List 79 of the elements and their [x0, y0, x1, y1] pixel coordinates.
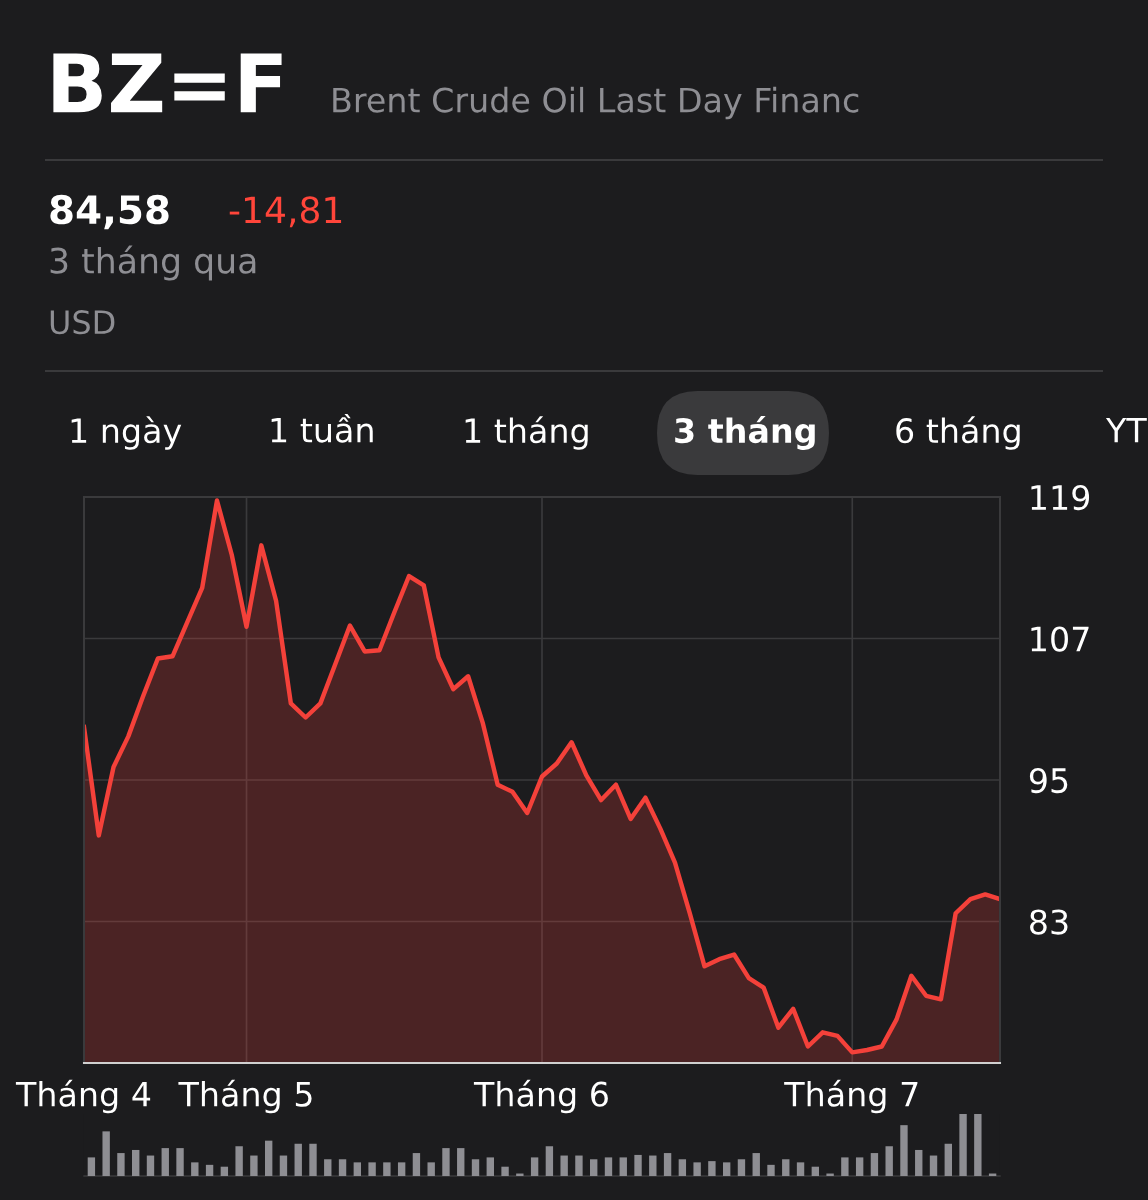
bar: [427, 1162, 435, 1176]
text: 6 tháng: [896, 416, 1020, 450]
bar: [205, 1164, 214, 1176]
bar: [191, 1162, 199, 1176]
bar: [619, 1157, 627, 1176]
chart-subtitle: Brent Crude Oil Last Day Financ: [333, 86, 859, 120]
bar: [796, 1162, 805, 1176]
bar: [117, 1153, 125, 1176]
bar: [220, 1166, 229, 1176]
text: 1 ngày: [71, 416, 182, 450]
bar: [368, 1162, 376, 1176]
bar: [722, 1162, 731, 1176]
y-tick-label: 107: [1031, 626, 1089, 652]
bar: [915, 1149, 923, 1176]
bar: [545, 1146, 554, 1176]
text: -14,81: [229, 196, 342, 228]
bar: [501, 1166, 509, 1176]
x-tick-label: Tháng 4: [15, 1079, 151, 1114]
bar: [885, 1146, 893, 1176]
text: 84,58: [50, 194, 169, 230]
bar: [353, 1162, 362, 1176]
bar: [663, 1153, 672, 1176]
bar: [457, 1148, 465, 1176]
bar: [693, 1162, 701, 1176]
bar: [309, 1143, 317, 1176]
bar: [486, 1157, 494, 1176]
text: 3 tháng: [675, 416, 815, 450]
bar: [442, 1148, 450, 1176]
bar: [708, 1161, 716, 1176]
bar: [900, 1125, 908, 1176]
bar: [604, 1157, 613, 1176]
bar: [530, 1157, 539, 1176]
chart-title: BZ=F: [53, 53, 282, 113]
y-tick-label: 83: [1030, 909, 1068, 935]
bar: [944, 1143, 952, 1176]
x-tick-label: Tháng 7: [784, 1079, 918, 1114]
text: 1 tháng: [465, 416, 588, 450]
bar: [397, 1162, 406, 1176]
bar: [752, 1153, 760, 1176]
text: 1 tuần: [271, 414, 373, 443]
bar: [146, 1155, 155, 1176]
bar: [279, 1155, 288, 1176]
bar: [161, 1148, 169, 1176]
bar: [811, 1166, 820, 1176]
bar: [974, 1114, 982, 1176]
text: USD: [50, 310, 115, 335]
bar: [560, 1155, 568, 1176]
bar: [649, 1155, 657, 1176]
y-tick-label: 95: [1029, 767, 1068, 794]
bar: [102, 1131, 110, 1176]
bar: [250, 1155, 258, 1176]
bar: [176, 1148, 184, 1176]
bar: [855, 1157, 864, 1176]
bar: [841, 1157, 849, 1176]
bar: [383, 1162, 391, 1176]
bar: [870, 1153, 879, 1176]
x-tick-label: Tháng 5: [178, 1079, 312, 1114]
bar: [87, 1157, 96, 1176]
bar: [235, 1146, 243, 1176]
bar: [412, 1153, 421, 1176]
text: YT: [1105, 417, 1147, 443]
bar: [767, 1164, 775, 1176]
bar: [471, 1159, 480, 1176]
bar: [634, 1154, 642, 1176]
bar: [929, 1155, 938, 1176]
y-tick-label: 119: [1031, 484, 1090, 511]
bar: [959, 1114, 967, 1176]
bar: [324, 1159, 332, 1176]
bar: [338, 1159, 347, 1176]
bar: [782, 1159, 790, 1176]
bar: [575, 1155, 583, 1176]
bar: [590, 1159, 598, 1176]
bar: [737, 1159, 746, 1176]
bar: [294, 1143, 302, 1176]
bar: [132, 1149, 140, 1176]
x-tick-label: Tháng 6: [473, 1079, 608, 1114]
bar: [678, 1159, 687, 1176]
bar: [264, 1140, 273, 1176]
text: 3 tháng qua: [50, 245, 256, 281]
